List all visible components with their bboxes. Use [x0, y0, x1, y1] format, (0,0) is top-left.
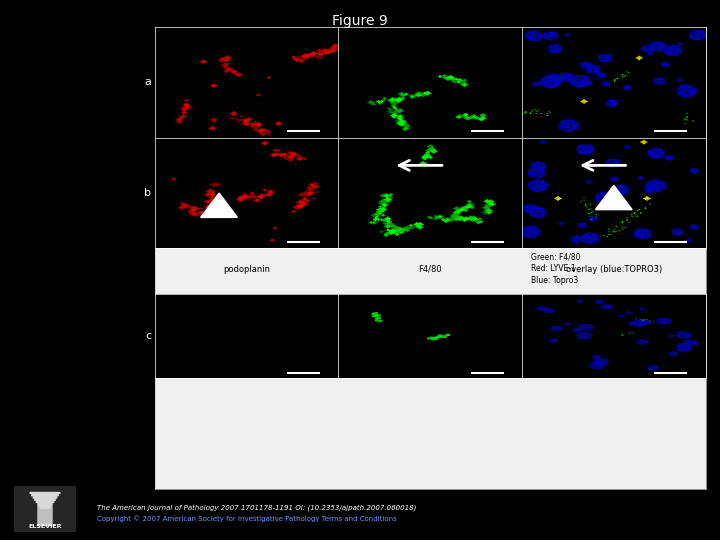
Text: Copyright © 2007 American Society for Investigative Pathology Terms and Conditio: Copyright © 2007 American Society for In…	[97, 515, 397, 522]
Text: F4/80: F4/80	[418, 265, 442, 274]
Polygon shape	[201, 193, 238, 218]
Text: a: a	[144, 77, 151, 87]
Text: Red: LYVE-1: Red: LYVE-1	[531, 264, 576, 273]
Text: Green: F4/80: Green: F4/80	[531, 252, 580, 261]
Text: b: b	[144, 188, 151, 198]
Text: The American Journal of Pathology 2007 1701178-1191 OI: (10.2353/ajpath.2007.060: The American Journal of Pathology 2007 1…	[97, 504, 417, 511]
Text: c: c	[145, 331, 151, 341]
Text: Blue: Topro3: Blue: Topro3	[531, 276, 578, 285]
Text: ELSEVIER: ELSEVIER	[28, 524, 62, 529]
Text: podoplanin: podoplanin	[223, 265, 270, 274]
Text: Figure 9: Figure 9	[332, 14, 388, 28]
Text: overlay (blue:TOPRO3): overlay (blue:TOPRO3)	[566, 265, 662, 274]
Polygon shape	[595, 185, 632, 210]
